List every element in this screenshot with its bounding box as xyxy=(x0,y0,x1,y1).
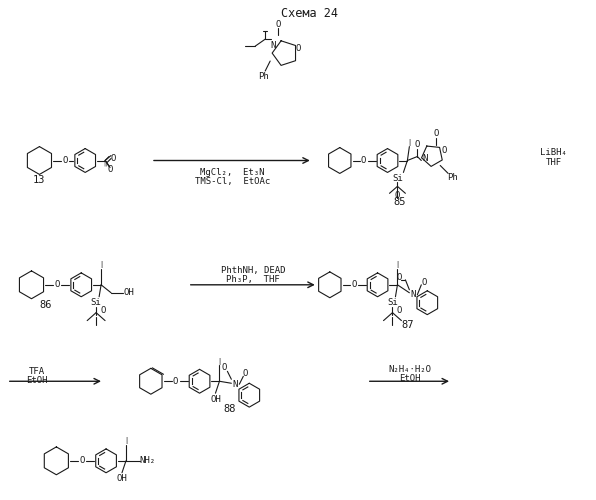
Text: O: O xyxy=(295,44,301,52)
Text: O: O xyxy=(442,146,447,155)
Text: EtOH: EtOH xyxy=(399,374,420,383)
Text: O: O xyxy=(421,278,427,287)
Text: 13: 13 xyxy=(33,176,46,186)
Text: N: N xyxy=(232,380,238,389)
Text: Схема 24: Схема 24 xyxy=(281,7,339,20)
Text: O: O xyxy=(397,274,402,282)
Text: N: N xyxy=(423,154,428,163)
Text: TMS-Cl,  EtOAc: TMS-Cl, EtOAc xyxy=(195,177,270,186)
Text: O: O xyxy=(222,363,227,372)
Text: |: | xyxy=(218,358,222,365)
Text: |: | xyxy=(124,438,128,444)
Text: MgCl₂,  Et₃N: MgCl₂, Et₃N xyxy=(200,168,265,177)
Text: O: O xyxy=(351,280,356,289)
Text: THF: THF xyxy=(545,158,561,167)
Text: N₂H₄·H₂O: N₂H₄·H₂O xyxy=(388,365,431,374)
Text: O: O xyxy=(415,140,420,149)
Text: |: | xyxy=(407,139,411,146)
Text: N: N xyxy=(411,290,416,299)
Text: O: O xyxy=(107,165,113,174)
Text: Si: Si xyxy=(392,174,403,183)
Text: O: O xyxy=(55,280,60,289)
Text: NH₂: NH₂ xyxy=(140,456,156,466)
Text: O: O xyxy=(433,129,439,138)
Text: O: O xyxy=(361,156,367,165)
Text: OH: OH xyxy=(117,474,128,483)
Text: O: O xyxy=(79,456,85,466)
Text: Ph: Ph xyxy=(258,72,269,82)
Text: LiBH₄: LiBH₄ xyxy=(540,148,567,157)
Text: O: O xyxy=(243,369,248,378)
Text: 87: 87 xyxy=(401,320,414,330)
Text: Ph₃P,  THF: Ph₃P, THF xyxy=(226,276,280,284)
Text: Si: Si xyxy=(91,298,101,307)
Text: 86: 86 xyxy=(39,300,52,310)
Text: O: O xyxy=(100,306,105,315)
Text: PhthNH, DEAD: PhthNH, DEAD xyxy=(221,266,285,276)
Text: 85: 85 xyxy=(393,198,406,207)
Text: ‖: ‖ xyxy=(104,160,107,166)
Text: O: O xyxy=(110,154,116,163)
Text: Si: Si xyxy=(387,298,398,307)
Text: |: | xyxy=(395,262,399,268)
Text: N: N xyxy=(271,40,276,50)
Text: 88: 88 xyxy=(223,404,235,414)
Text: O: O xyxy=(397,306,402,315)
Text: O: O xyxy=(395,191,400,200)
Text: O: O xyxy=(275,20,281,29)
Text: O: O xyxy=(173,377,178,386)
Text: Ph: Ph xyxy=(447,173,458,182)
Text: TFA: TFA xyxy=(29,367,45,376)
Text: |: | xyxy=(99,262,103,268)
Text: O: O xyxy=(63,156,68,165)
Text: EtOH: EtOH xyxy=(26,376,47,385)
Text: OH: OH xyxy=(210,394,221,404)
Text: OH: OH xyxy=(123,288,134,298)
